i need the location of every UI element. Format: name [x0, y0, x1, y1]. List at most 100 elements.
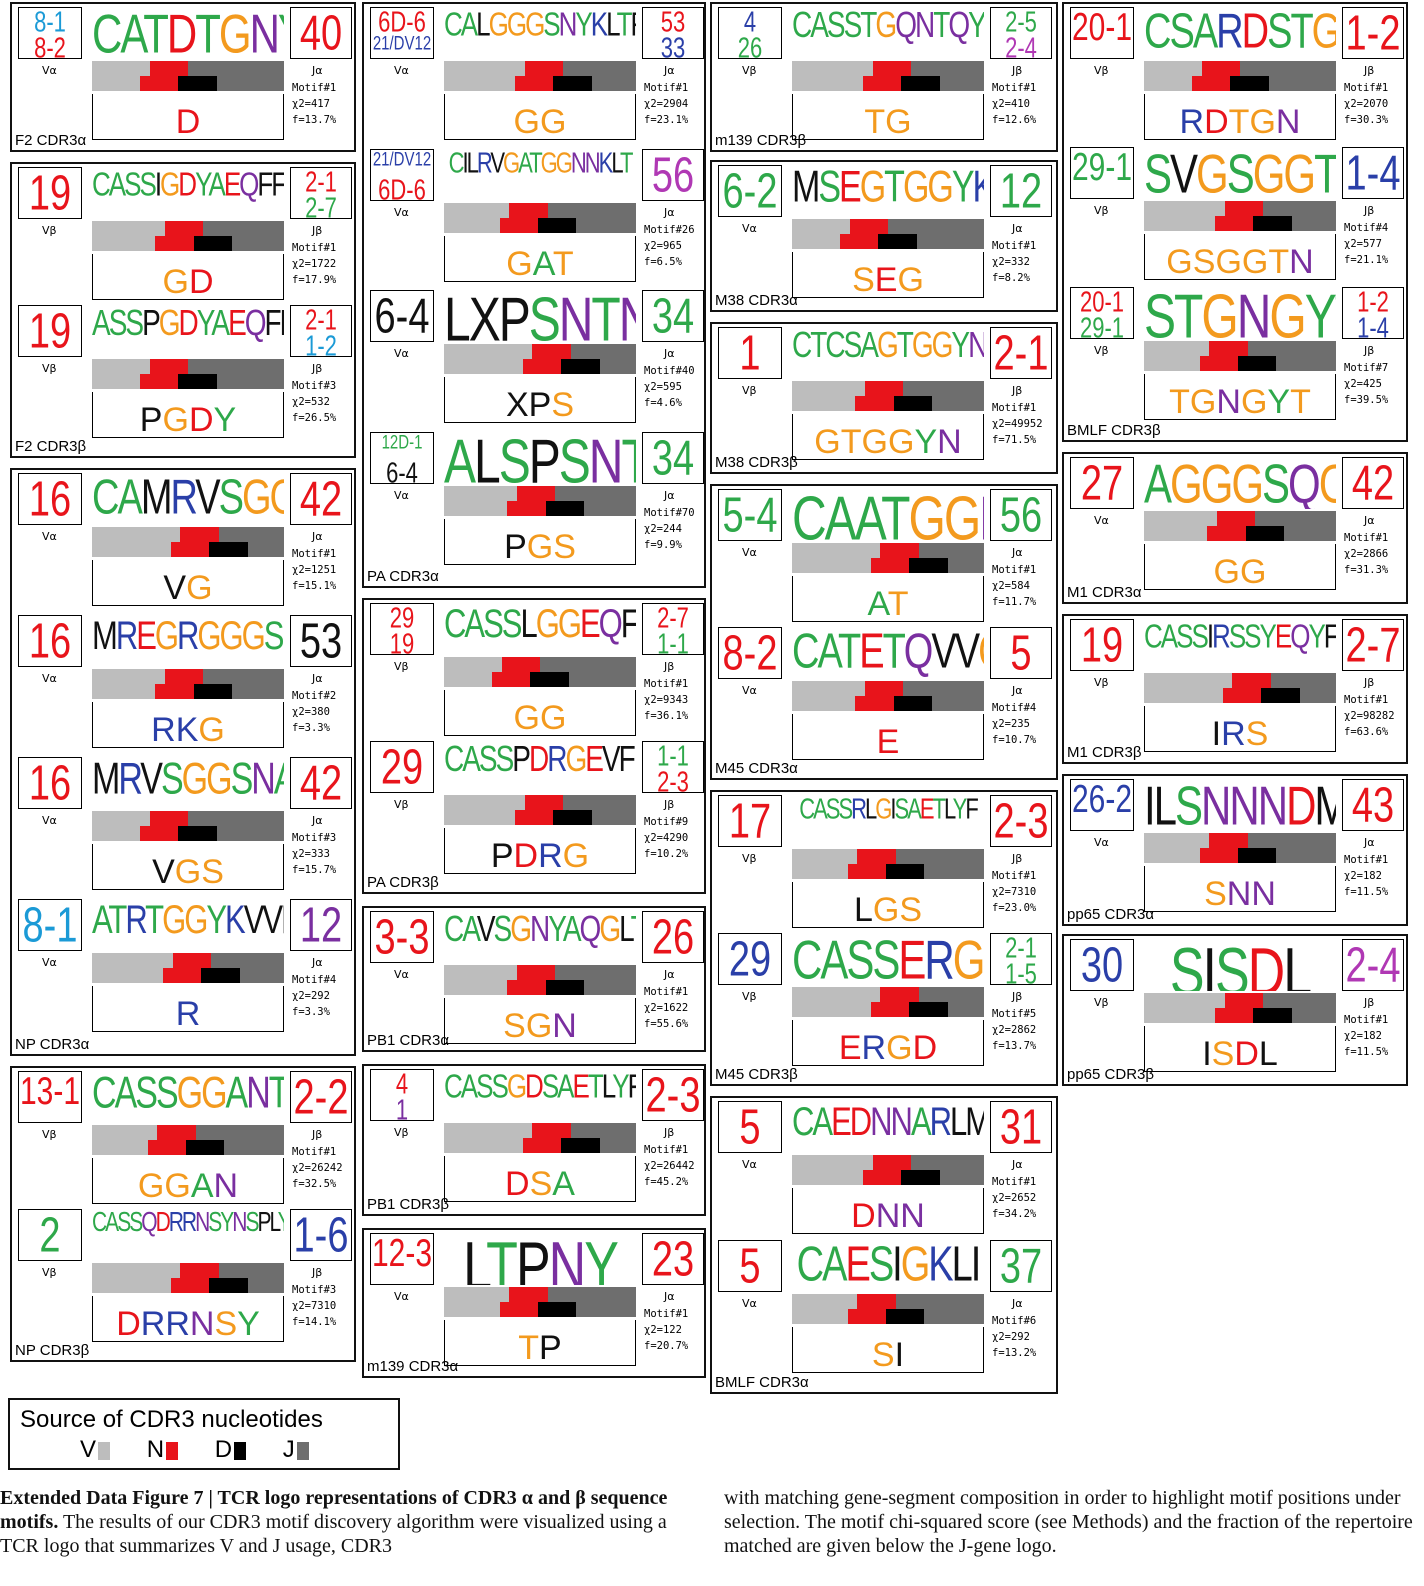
cdr3-letter: G: [158, 305, 181, 343]
cdr3-letter: V: [601, 741, 621, 779]
track-segment: [140, 374, 179, 389]
cdr3-letter: E: [898, 933, 926, 985]
nucleotide-source-track: [792, 987, 984, 1017]
nucleotide-letter: A: [867, 585, 888, 622]
nucleotide-source-track: [92, 221, 284, 251]
track-segment: [1263, 993, 1336, 1008]
track-row: [92, 236, 284, 251]
v-gene-label: 6-4: [386, 455, 418, 484]
track-row: [444, 672, 636, 687]
motif-panel: 6-2VαMSEGTGGYKVSEG12JαMotif#1 χ2=332 f=8…: [710, 160, 1058, 312]
track-row: [92, 374, 284, 389]
cdr3-letter: I: [1206, 619, 1214, 656]
cdr3-logo: LXPSNTN: [444, 290, 636, 342]
nucleotide-letter: N: [1275, 103, 1301, 140]
cdr3-letter: I: [462, 148, 468, 179]
cdr3-logo: CASSGGANTG: [92, 1071, 284, 1123]
j-gene-logo: 23: [642, 1233, 704, 1285]
track-segment: [901, 76, 940, 91]
j-gene-logo: 42: [290, 757, 352, 809]
cdr3-sequence: CASSGDSAETLYF: [444, 1069, 636, 1103]
cdr3-letter: R: [851, 795, 867, 825]
nucleotide-source-track: [92, 359, 284, 389]
cdr3-letter: M: [92, 615, 118, 658]
j-gene-label: 56: [999, 489, 1043, 541]
track-segment: [555, 485, 636, 501]
cdr3-letter: L: [1283, 939, 1312, 991]
motif-stats: Motif#1 χ2=122 f=20.7%: [644, 1308, 689, 1352]
track-segment: [188, 811, 284, 826]
cdr3-letter: S: [483, 603, 504, 646]
cdr3-letter: S: [501, 603, 523, 646]
nucleotide-source-track: [444, 657, 636, 687]
j-gene-label: 26: [651, 911, 695, 963]
v-gene-logo: 17: [718, 795, 782, 847]
cdr3-letter: C: [444, 741, 464, 779]
v-gene-caption: Vβ: [394, 660, 409, 673]
cdr3-logo: CASSIGDYAEQFF: [92, 167, 284, 219]
nucleotide-letter: P: [539, 1329, 562, 1366]
legend-v-label: V: [80, 1436, 97, 1463]
nucleotide-letter: D: [912, 1029, 938, 1066]
nucleotide-logo: DRRNSY: [92, 1296, 284, 1342]
track-row: [792, 558, 984, 573]
track-segment: [444, 485, 517, 501]
cdr3-letter: F: [628, 1069, 636, 1105]
cdr3-letter: S: [476, 1069, 493, 1106]
cdr3-sequence: CAMRVSGGS: [92, 473, 284, 522]
nucleotide-letters: GG: [445, 701, 635, 735]
cdr3-letter: S: [108, 305, 128, 343]
v-gene-caption: Vα: [742, 222, 757, 235]
track-segment: [203, 669, 284, 684]
nucleotide-source-track: [444, 485, 636, 516]
nucleotide-letter: A: [190, 1167, 214, 1204]
cdr3-letter: G: [506, 7, 527, 44]
cdr3-letter: K: [598, 148, 614, 179]
panel-label: m139 CDR3β: [715, 132, 807, 149]
track-segment: [1144, 216, 1216, 231]
nucleotide-letters: PGDY: [93, 403, 283, 437]
cdr3-sequence: MRVSGGSNAK: [92, 757, 284, 801]
cdr3-letter: V: [490, 148, 505, 179]
nucleotide-letter: D: [505, 1165, 530, 1202]
j-gene-logo: 2-3: [990, 795, 1052, 847]
track-segment: [1270, 673, 1336, 688]
cdr3-letter: Y: [612, 1069, 629, 1106]
nucleotide-logo: XPS: [444, 377, 636, 423]
track-segment: [92, 684, 156, 699]
nucleotide-letter: S: [551, 386, 575, 423]
track-segment: [924, 1309, 984, 1324]
cdr3-letter: K: [225, 899, 246, 942]
track-row: [1144, 848, 1336, 863]
j-gene-caption: Jα: [1012, 1297, 1023, 1310]
v-gene-label: 16: [28, 473, 72, 525]
track-segment: [872, 1155, 912, 1170]
track-segment: [92, 1125, 158, 1140]
nucleotide-logo: RKG: [92, 702, 284, 748]
track-row: [792, 1155, 984, 1170]
cdr3-letter: Q: [141, 1209, 157, 1238]
nucleotide-letter: D: [175, 103, 201, 140]
cdr3-letter: G: [1269, 287, 1306, 339]
legend: Source of CDR3 nucleotides V N D J: [8, 1398, 400, 1470]
cdr3-letter: S: [491, 1069, 508, 1106]
motif-stats: Motif#3 χ2=333 f=15.7%: [292, 832, 337, 876]
cdr3-letter: T: [269, 1071, 284, 1118]
cdr3-letter: G: [565, 741, 587, 779]
cdr3-letter: R: [929, 1101, 952, 1144]
cdr3-letter: G: [506, 1069, 527, 1106]
cdr3-letter: G: [943, 489, 981, 541]
cdr3-letter: R: [168, 1209, 184, 1238]
j-gene-logo: 2-2: [290, 1071, 352, 1123]
cdr3-letter: G: [875, 795, 892, 825]
cdr3-letter: N: [251, 757, 276, 804]
v-gene-label: 19: [28, 167, 72, 219]
cdr3-letter: P: [498, 290, 531, 342]
